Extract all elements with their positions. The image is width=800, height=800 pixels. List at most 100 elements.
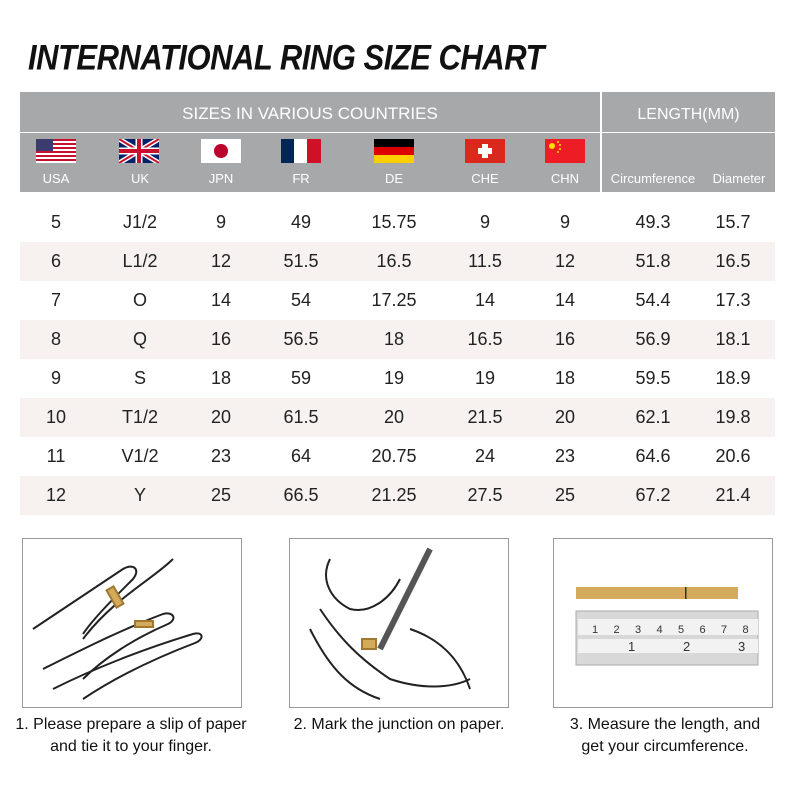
table-cell: 12	[210, 251, 232, 271]
table-cell: 11	[46, 446, 66, 466]
china-flag-icon	[545, 139, 585, 163]
switzerland-flag-icon	[465, 139, 505, 163]
table-cell: 56.5	[283, 329, 319, 349]
table-cell: 11.5	[468, 251, 502, 271]
table-cell: 19	[474, 368, 496, 388]
col-chn: CHN	[550, 171, 580, 186]
table-row: 8 Q 16 56.5 18 16.5 16 56.9 18.1	[20, 320, 775, 359]
ruler-cm-label: 6	[700, 624, 706, 636]
table-cell: 14	[474, 290, 496, 310]
france-flag-icon	[281, 139, 321, 163]
table-cell: 20	[210, 407, 232, 427]
table-cell: 19	[383, 368, 405, 388]
table-cell: 9	[215, 212, 226, 232]
table-row: 6 L1/2 12 51.5 16.5 11.5 12 51.8 16.5	[20, 242, 775, 281]
step2-caption: 2. Mark the junction on paper.	[293, 716, 505, 733]
ruler-illustration: 1 2 3 4 5 6 7 81 2 3	[575, 587, 759, 666]
table-cell: 16.5	[376, 251, 412, 271]
ruler-cm-label: 1	[592, 624, 598, 636]
table-cell: 54.4	[635, 290, 671, 310]
ruler-cm-label: 5	[678, 624, 684, 636]
table-cell: 51.8	[635, 251, 671, 271]
table-cell: 20.6	[715, 446, 751, 466]
table-cell: S	[133, 368, 146, 388]
table-cell: 14	[554, 290, 576, 310]
table-cell: V1/2	[121, 446, 159, 466]
col-diameter: Diameter	[712, 171, 766, 186]
page-title: INTERNATIONAL RING SIZE CHART	[28, 37, 544, 78]
table-cell: 15.7	[715, 212, 751, 232]
table-cell: 49	[290, 212, 312, 232]
table-cell: Y	[133, 485, 146, 505]
table-cell: 16	[554, 329, 576, 349]
table-cell: 51.5	[283, 251, 319, 271]
paper-strip	[576, 587, 738, 599]
table-cell: 9	[50, 368, 61, 388]
japan-flag-icon	[201, 139, 241, 163]
table-cell: 23	[554, 446, 576, 466]
table-row: 5 J1/2 9 49 15.75 9 9 49.3 15.7	[20, 203, 775, 242]
uk-flag-icon	[119, 139, 159, 163]
table-cell: 20	[383, 407, 405, 427]
table-cell: 16	[210, 329, 232, 349]
table-cell: 21.25	[371, 485, 417, 505]
table-cell: 14	[210, 290, 232, 310]
table-cell: 20.75	[371, 446, 417, 466]
table-cell: 9	[559, 212, 570, 232]
col-de: DE	[384, 171, 404, 186]
table-row: 11 V1/2 23 64 20.75 24 23 64.6 20.6	[20, 437, 775, 476]
table-cell: 17.25	[371, 290, 417, 310]
step1-caption: 1. Please prepare a slip of paper and tie…	[15, 716, 247, 755]
table-cell: 27.5	[467, 485, 503, 505]
table-cell: 17.3	[715, 290, 751, 310]
ruler-cm-label: 3	[635, 624, 641, 636]
length-header: LENGTH(MM)	[637, 106, 740, 123]
col-che: CHE	[471, 171, 499, 186]
table-cell: 19.8	[715, 407, 751, 427]
table-cell: 10	[45, 407, 67, 427]
finger-wrap-icon	[32, 558, 203, 700]
col-jpn: JPN	[208, 171, 234, 186]
ruler-inch-label: 3	[738, 639, 745, 654]
table-cell: 18.1	[715, 329, 751, 349]
table-row: 10 T1/2 20 61.5 20 21.5 20 62.1 19.8	[20, 398, 775, 437]
table-cell: 18	[210, 368, 232, 388]
table-cell: 24	[474, 446, 496, 466]
col-uk: UK	[130, 171, 150, 186]
usa-flag-icon	[36, 139, 76, 163]
table-cell: 62.1	[635, 407, 671, 427]
table-cell: 5	[50, 212, 61, 232]
germany-flag-icon	[374, 139, 414, 163]
table-cell: 54	[290, 290, 312, 310]
table-cell: 25	[554, 485, 576, 505]
table-cell: 59.5	[635, 368, 671, 388]
table-cell: 59	[290, 368, 312, 388]
table-cell: 9	[479, 212, 490, 232]
ruler-cm-label: 4	[657, 624, 663, 636]
table-cell: 61.5	[283, 407, 319, 427]
sizes-header: SIZES IN VARIOUS COUNTRIES	[182, 104, 438, 123]
table-cell: 64	[290, 446, 312, 466]
table-cell: 23	[210, 446, 232, 466]
col-circumference: Circumference	[610, 171, 696, 186]
table-cell: 7	[50, 290, 61, 310]
step3-caption: 3. Measure the length, and get your circu…	[569, 716, 761, 755]
step2-illustration	[289, 538, 509, 708]
table-cell: 16.5	[715, 251, 751, 271]
table-cell: 64.6	[635, 446, 671, 466]
table-row: 7 O 14 54 17.25 14 14 54.4 17.3	[20, 281, 775, 320]
col-usa: USA	[42, 171, 70, 186]
table-cell: 15.75	[371, 212, 417, 232]
table-cell: 66.5	[283, 485, 319, 505]
table-cell: 12	[554, 251, 576, 271]
table-cell: 21.5	[467, 407, 503, 427]
table-cell: 6	[50, 251, 61, 271]
table-cell: 18.9	[715, 368, 751, 388]
ruler-cm-label: 7	[721, 624, 727, 636]
table-cell: L1/2	[122, 251, 158, 271]
ruler-cm-label: 2	[614, 624, 620, 636]
table-cell: J1/2	[122, 212, 158, 232]
col-fr: FR	[292, 171, 310, 186]
table-cell: 49.3	[635, 212, 671, 232]
table-cell: T1/2	[121, 407, 159, 427]
